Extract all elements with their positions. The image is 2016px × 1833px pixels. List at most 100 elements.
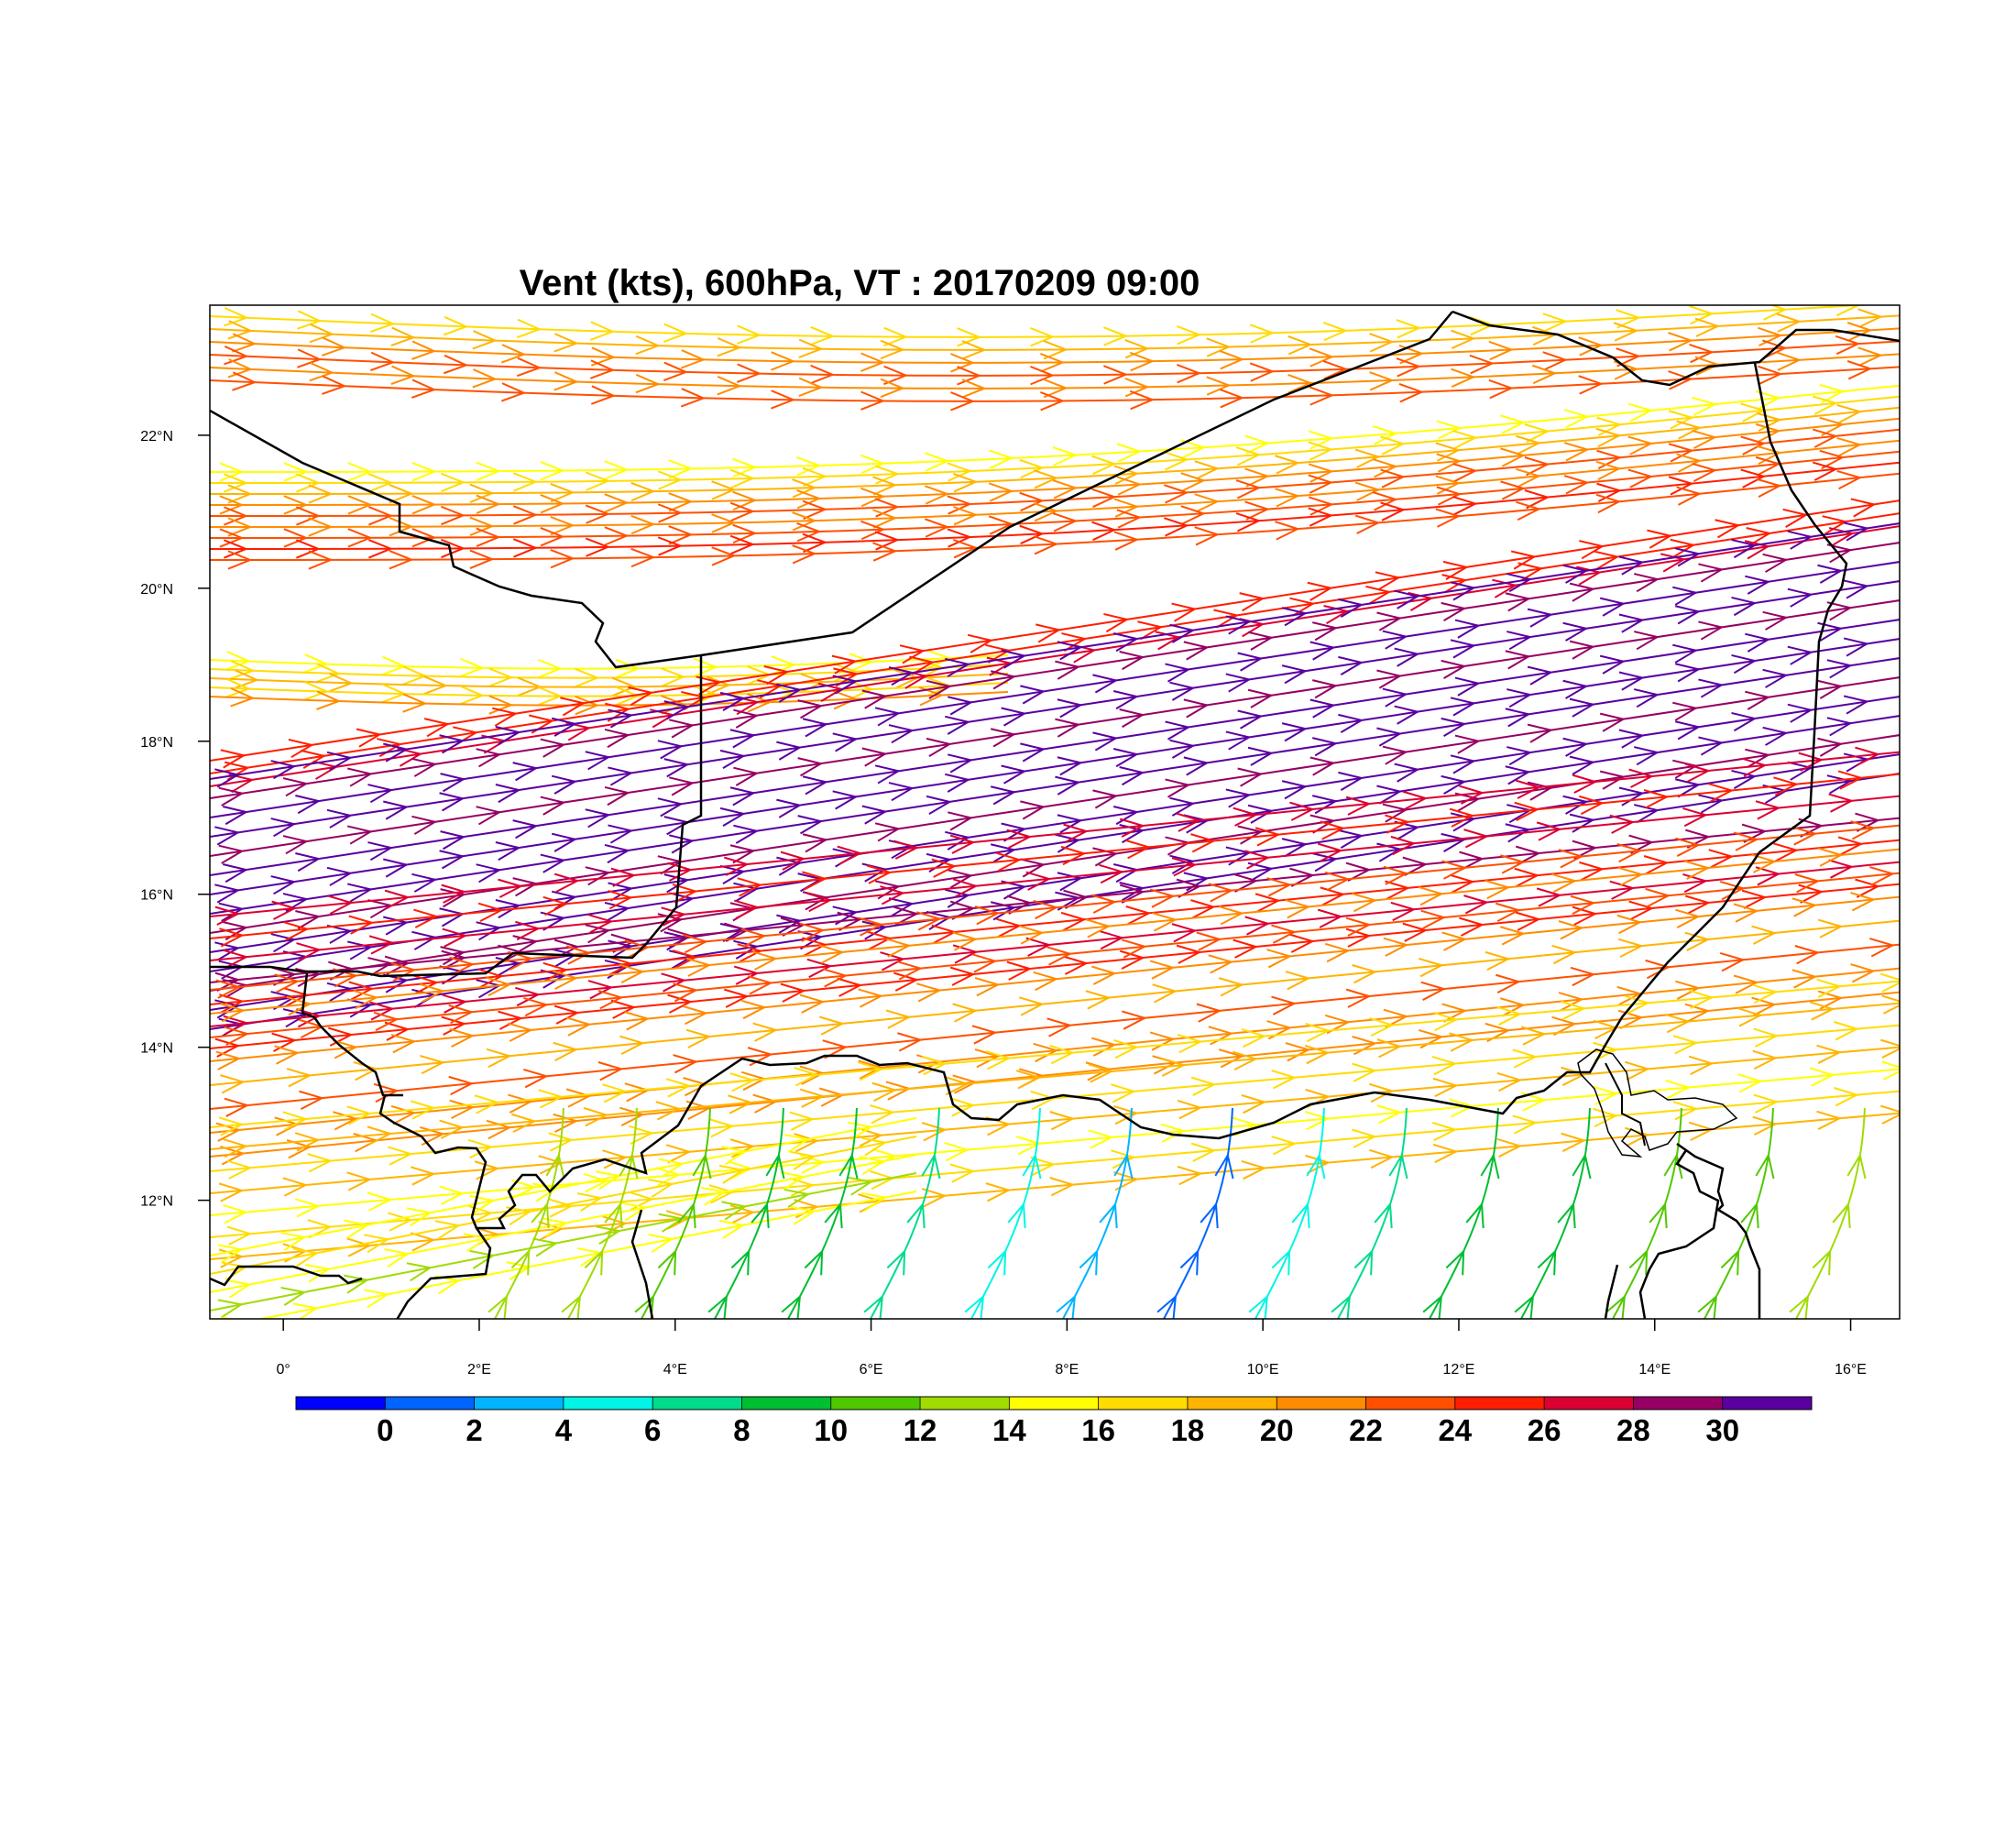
wind-chevron bbox=[585, 924, 611, 944]
wind-chevron bbox=[1418, 885, 1444, 906]
wind-chevron bbox=[1562, 679, 1589, 699]
wind-chevron bbox=[1569, 755, 1595, 775]
streamline bbox=[210, 346, 1900, 399]
wind-chevron bbox=[985, 643, 1012, 664]
wind-chevron bbox=[1753, 1027, 1780, 1048]
wind-chevron bbox=[1733, 831, 1759, 851]
wind-chevron bbox=[798, 377, 824, 398]
wind-chevron bbox=[780, 1171, 806, 1191]
wind-chevron bbox=[1569, 640, 1595, 660]
wind-chevron bbox=[1380, 435, 1407, 456]
wind-chevron bbox=[974, 1048, 1001, 1069]
lon-tick-label: 2°E bbox=[467, 1362, 491, 1377]
wind-chevron bbox=[860, 1191, 888, 1212]
wind-chevron bbox=[1099, 1202, 1118, 1229]
wind-chevron bbox=[219, 528, 245, 548]
wind-chevron bbox=[1317, 842, 1343, 862]
wind-chevron bbox=[1324, 942, 1351, 963]
wind-chevron bbox=[441, 949, 467, 970]
wind-chevron bbox=[474, 1094, 500, 1114]
wind-chevron bbox=[1390, 901, 1417, 922]
wind-chevron bbox=[1594, 550, 1620, 570]
wind-chevron bbox=[440, 773, 466, 793]
wind-chevron bbox=[1605, 1294, 1627, 1319]
wind-chevron bbox=[1308, 507, 1334, 527]
wind-chevron bbox=[635, 373, 661, 394]
wind-chevron bbox=[1689, 343, 1715, 364]
wind-chevron bbox=[1822, 515, 1848, 535]
wind-chevron bbox=[545, 1153, 565, 1180]
border-nigeria-south bbox=[1604, 1264, 1619, 1319]
wind-chevron bbox=[214, 768, 241, 788]
wind-chevron bbox=[1828, 793, 1855, 813]
wind-chevron bbox=[370, 351, 396, 372]
wind-chevron bbox=[565, 945, 592, 965]
colorbar-box bbox=[1009, 1397, 1100, 1410]
wind-chevron bbox=[1731, 596, 1758, 617]
wind-chevron bbox=[1634, 631, 1660, 651]
wind-chevron bbox=[952, 1074, 979, 1094]
wind-chevron bbox=[218, 1182, 245, 1202]
wind-chevron bbox=[1595, 427, 1622, 448]
wind-chevron bbox=[1685, 895, 1711, 915]
lat-tick-label: 18°N bbox=[140, 735, 173, 751]
wind-chevron bbox=[952, 931, 979, 951]
wind-chevron bbox=[368, 935, 395, 955]
wind-chevron bbox=[1244, 467, 1270, 488]
streamline bbox=[210, 820, 1900, 999]
wind-chevron bbox=[1353, 1248, 1374, 1276]
streamline bbox=[964, 1107, 1042, 1319]
wind-chevron bbox=[1441, 717, 1467, 738]
wind-chevron bbox=[1516, 434, 1541, 456]
wind-chevron bbox=[1599, 597, 1627, 617]
wind-chevron bbox=[1572, 774, 1598, 794]
wind-chevron bbox=[1682, 807, 1708, 828]
wind-chevron bbox=[467, 1204, 494, 1225]
wind-chevron bbox=[1060, 911, 1087, 932]
wind-chevron bbox=[1063, 823, 1090, 843]
wind-chevron bbox=[1137, 620, 1164, 641]
wind-chevron bbox=[833, 667, 860, 687]
wind-chevron bbox=[1396, 357, 1422, 378]
wind-chevron bbox=[1879, 1104, 1900, 1125]
wind-chevron bbox=[1235, 479, 1262, 499]
wind-chevron bbox=[1247, 631, 1274, 651]
wind-chevron bbox=[488, 695, 514, 715]
wind-chevron bbox=[500, 344, 527, 364]
wind-chevron bbox=[1249, 324, 1276, 344]
wind-chevron bbox=[495, 725, 521, 746]
wind-chevron bbox=[1309, 698, 1336, 719]
wind-chevron bbox=[1183, 641, 1210, 661]
wind-chevron bbox=[1309, 347, 1335, 368]
wind-chevron bbox=[838, 1153, 859, 1180]
wind-chevron bbox=[708, 1184, 735, 1204]
wind-chevron bbox=[1813, 461, 1838, 481]
wind-chevron bbox=[411, 757, 438, 777]
wind-chevron bbox=[1043, 340, 1068, 360]
wind-chevron bbox=[476, 461, 501, 481]
wind-chevron bbox=[1376, 611, 1403, 631]
wind-chevron bbox=[1113, 1105, 1139, 1125]
wind-chevron bbox=[802, 466, 828, 488]
wind-chevron bbox=[1500, 480, 1527, 500]
streamline bbox=[210, 918, 1900, 1094]
wind-chevron bbox=[926, 795, 952, 815]
wind-chevron bbox=[1692, 462, 1718, 483]
wind-chevron bbox=[630, 547, 656, 568]
streamline bbox=[210, 669, 1009, 697]
wind-chevron bbox=[874, 764, 902, 785]
wind-chevron bbox=[624, 1011, 651, 1031]
wind-chevron bbox=[1505, 823, 1531, 843]
wind-chevron bbox=[230, 687, 256, 708]
border-mali-niger bbox=[210, 655, 703, 978]
wind-chevron bbox=[283, 495, 309, 515]
wind-chevron bbox=[747, 975, 773, 995]
wind-chevron bbox=[274, 1116, 301, 1136]
wind-chevron bbox=[561, 1294, 582, 1319]
wind-chevron bbox=[683, 934, 709, 954]
wind-chevron bbox=[608, 824, 634, 844]
wind-chevron bbox=[1496, 1071, 1523, 1092]
wind-chevron bbox=[1496, 973, 1521, 994]
wind-chevron bbox=[1459, 851, 1485, 871]
wind-chevron bbox=[286, 996, 312, 1016]
